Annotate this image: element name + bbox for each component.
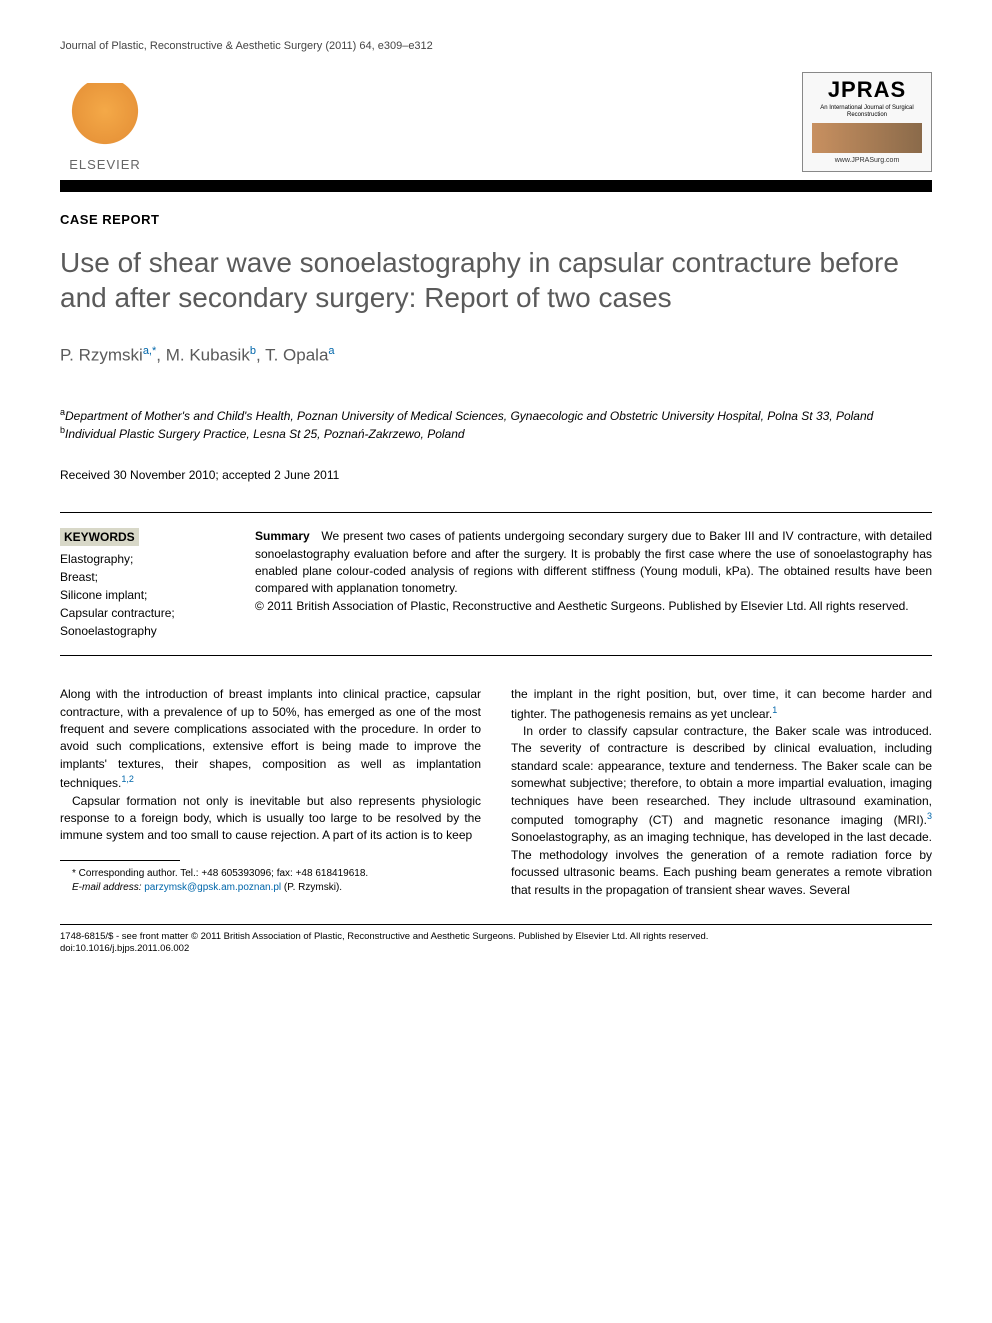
keyword: Elastography; — [60, 550, 230, 568]
author-mark: a — [328, 345, 334, 357]
author: P. Rzymski — [60, 346, 143, 365]
affiliations: aDepartment of Mother's and Child's Heal… — [60, 406, 932, 444]
author: T. Opala — [265, 346, 328, 365]
summary-text: We present two cases of patients undergo… — [255, 529, 932, 595]
footer-copyright: 1748-6815/$ - see front matter © 2011 Br… — [60, 931, 932, 943]
affiliation-text: Department of Mother's and Child's Healt… — [65, 409, 873, 423]
affiliation: bIndividual Plastic Surgery Practice, Le… — [60, 424, 932, 443]
corresponding-author-note: * Corresponding author. Tel.: +48 605393… — [60, 867, 481, 881]
author-list: P. Rzymskia,*, M. Kubasikb, T. Opalaa — [60, 345, 932, 366]
body-right-column: the implant in the right position, but, … — [511, 686, 932, 899]
jpras-cover-thumb — [812, 123, 922, 153]
page-footer: 1748-6815/$ - see front matter © 2011 Br… — [60, 924, 932, 956]
body-paragraph: Capsular formation not only is inevitabl… — [60, 793, 481, 845]
divider-bar — [60, 180, 932, 192]
email-attribution: (P. Rzymski). — [284, 882, 342, 893]
article-title: Use of shear wave sonoelastography in ca… — [60, 245, 932, 315]
elsevier-tree-icon — [70, 83, 140, 153]
header-logos: ELSEVIER JPRAS An International Journal … — [60, 72, 932, 172]
keywords-heading: KEYWORDS — [60, 528, 139, 546]
keywords-column: KEYWORDS Elastography; Breast; Silicone … — [60, 528, 230, 640]
elsevier-label: ELSEVIER — [69, 157, 141, 172]
keyword: Sonoelastography — [60, 622, 230, 640]
email-link[interactable]: parzymsk@gpsk.am.poznan.pl — [144, 882, 281, 893]
summary-label: Summary — [255, 529, 310, 543]
keyword: Breast; — [60, 568, 230, 586]
body-paragraph: Along with the introduction of breast im… — [60, 686, 481, 792]
article-dates: Received 30 November 2010; accepted 2 Ju… — [60, 468, 932, 482]
author: M. Kubasik — [166, 346, 250, 365]
citation-ref[interactable]: 1 — [772, 705, 777, 715]
footer-doi: doi:10.1016/j.bjps.2011.06.002 — [60, 943, 932, 955]
body-text: Along with the introduction of breast im… — [60, 686, 932, 899]
body-paragraph: In order to classify capsular contractur… — [511, 723, 932, 899]
keywords-list: Elastography; Breast; Silicone implant; … — [60, 550, 230, 640]
affiliation: aDepartment of Mother's and Child's Heal… — [60, 406, 932, 425]
email-label: E-mail address: — [72, 882, 141, 893]
author-mark: b — [250, 345, 256, 357]
affiliation-text: Individual Plastic Surgery Practice, Les… — [65, 427, 465, 441]
paragraph-text: the implant in the right position, but, … — [511, 687, 932, 720]
paragraph-text: Sonoelastography, as an imaging techniqu… — [511, 830, 932, 896]
elsevier-logo: ELSEVIER — [60, 72, 150, 172]
citation-ref[interactable]: 3 — [927, 811, 932, 821]
body-left-column: Along with the introduction of breast im… — [60, 686, 481, 899]
footnote-separator — [60, 860, 180, 861]
jpras-subtitle: An International Journal of Surgical Rec… — [807, 105, 927, 119]
keyword: Silicone implant; — [60, 586, 230, 604]
author-mark: a,* — [143, 345, 156, 357]
jpras-abbrev: JPRAS — [828, 77, 906, 103]
summary-column: Summary We present two cases of patients… — [255, 528, 932, 640]
body-paragraph: the implant in the right position, but, … — [511, 686, 932, 723]
journal-citation: Journal of Plastic, Reconstructive & Aes… — [60, 40, 932, 52]
summary-copyright: © 2011 British Association of Plastic, R… — [255, 598, 932, 615]
citation-ref[interactable]: 1,2 — [121, 774, 134, 784]
article-type: CASE REPORT — [60, 212, 932, 227]
abstract-box: KEYWORDS Elastography; Breast; Silicone … — [60, 512, 932, 656]
keyword: Capsular contracture; — [60, 604, 230, 622]
jpras-logo: JPRAS An International Journal of Surgic… — [802, 72, 932, 172]
paragraph-text: In order to classify capsular contractur… — [511, 724, 932, 827]
jpras-url: www.JPRASurg.com — [835, 157, 900, 164]
corresponding-email: E-mail address: parzymsk@gpsk.am.poznan.… — [60, 881, 481, 895]
